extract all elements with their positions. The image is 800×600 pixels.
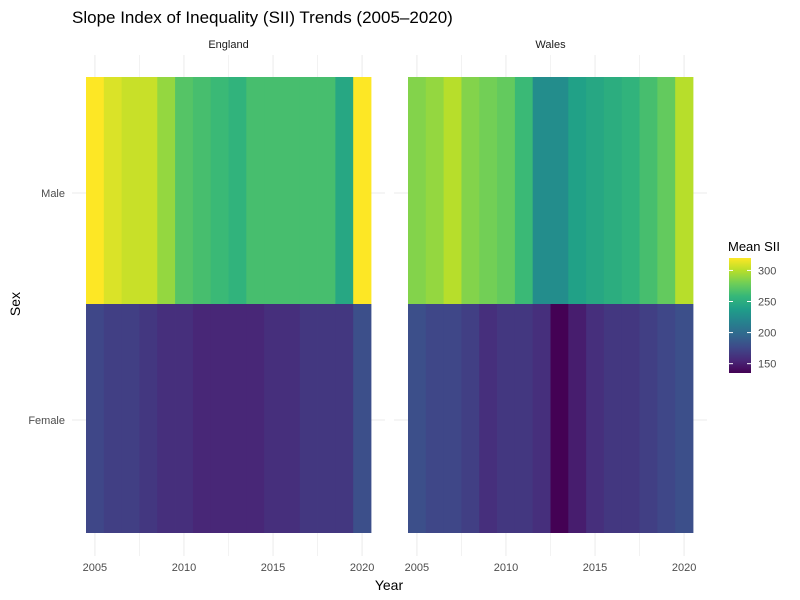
heatmap-cell-england-male-2012 (210, 77, 229, 304)
heatmap-cell-england-female-2006 (103, 304, 123, 533)
heatmap-cell-wales-male-2020 (675, 77, 694, 304)
heatmap-cell-wales-female-2015 (586, 304, 605, 533)
y-axis-ticks: Male Female (28, 188, 65, 427)
heatmap-cell-wales-male-2019 (657, 77, 676, 304)
heatmap-cell-wales-female-2014 (568, 304, 587, 533)
y-tick-label-male: Male (41, 188, 65, 200)
heatmap-cell-wales-male-2015 (586, 77, 605, 304)
heatmap-cell-wales-male-2009 (479, 77, 498, 304)
heatmap-cell-england-male-2014 (246, 77, 265, 304)
x-tick-label: 2010 (494, 562, 518, 574)
heatmap-cell-england-female-2020 (353, 304, 372, 533)
heatmap-cell-england-male-2011 (192, 77, 212, 304)
chart-title: Slope Index of Inequality (SII) Trends (… (72, 8, 453, 27)
heatmap-cell-england-male-2018 (317, 77, 336, 304)
heatmap-cell-wales-female-2006 (425, 304, 445, 533)
heatmap-cell-wales-female-2011 (514, 304, 534, 533)
heatmap-cell-england-female-2016 (281, 304, 301, 533)
x-tick-label: 2020 (672, 562, 696, 574)
x-tick-label: 2015 (583, 562, 607, 574)
heatmap-cell-england-female-2015 (264, 304, 283, 533)
heatmap-cell-england-male-2008 (139, 77, 158, 304)
heatmap-cell-wales-male-2016 (603, 77, 623, 304)
legend-tick-label: 150 (758, 359, 776, 371)
heatmap-cell-wales-male-2008 (461, 77, 480, 304)
heatmap-cell-england-female-2011 (192, 304, 212, 533)
x-axis-label: Year (375, 577, 404, 593)
heatmap-cell-wales-female-2009 (479, 304, 498, 533)
heatmap-cell-wales-female-2008 (461, 304, 480, 533)
x-tick-label: 2020 (350, 562, 374, 574)
heatmap-cell-wales-male-2010 (497, 77, 516, 304)
heatmap-cell-england-female-2014 (246, 304, 265, 533)
x-tick-label: 2015 (261, 562, 285, 574)
heatmap-cell-england-male-2016 (281, 77, 301, 304)
heatmap-cell-wales-female-2017 (621, 304, 640, 533)
heatmap-cell-wales-male-2005 (408, 77, 427, 304)
heatmap-cell-wales-male-2006 (425, 77, 445, 304)
heatmap-cell-england-female-2018 (317, 304, 336, 533)
heatmap-cell-wales-female-2013 (550, 304, 569, 533)
legend-tick-label: 200 (758, 328, 776, 340)
heatmap-cell-wales-female-2010 (497, 304, 516, 533)
heatmap-cell-wales-male-2018 (639, 77, 658, 304)
heatmap-cell-england-female-2013 (228, 304, 247, 533)
y-tick-label-female: Female (28, 415, 65, 427)
facet-label-england: England (208, 39, 248, 51)
heatmap-cell-england-female-2007 (121, 304, 140, 533)
y-axis-label: Sex (7, 292, 23, 316)
x-axis-ticks: 2005 2010 2015 2020 2005 2010 2015 2020 (83, 562, 697, 574)
legend-tick-label: 300 (758, 265, 776, 277)
heatmap-cell-wales-male-2007 (443, 77, 462, 304)
heatmap-cell-england-female-2010 (175, 304, 194, 533)
facet-panel-wales (394, 55, 707, 556)
facet-label-wales: Wales (535, 39, 566, 51)
x-tick-label: 2010 (172, 562, 196, 574)
heatmap-cell-england-female-2017 (299, 304, 318, 533)
heatmap-cell-england-female-2012 (210, 304, 229, 533)
heatmap-cell-england-male-2020 (353, 77, 372, 304)
heatmap-cell-england-male-2007 (121, 77, 140, 304)
heatmap-cell-wales-female-2020 (675, 304, 694, 533)
heatmap-cell-wales-female-2007 (443, 304, 462, 533)
facet-panel-england (72, 55, 385, 556)
heatmap-cell-england-female-2009 (157, 304, 176, 533)
heatmap-cell-wales-male-2012 (532, 77, 551, 304)
legend-title: Mean SII (728, 239, 780, 254)
heatmap-cell-england-male-2006 (103, 77, 123, 304)
heatmap-cell-england-female-2005 (86, 304, 105, 533)
heatmap-cell-wales-male-2011 (514, 77, 534, 304)
heatmap-cell-wales-male-2013 (550, 77, 569, 304)
heatmap-cell-england-male-2013 (228, 77, 247, 304)
heatmap-cell-wales-male-2017 (621, 77, 640, 304)
legend-color-bar (729, 258, 751, 373)
heatmap-cell-england-male-2010 (175, 77, 194, 304)
heatmap-cell-wales-female-2005 (408, 304, 427, 533)
heatmap-cell-wales-female-2016 (603, 304, 623, 533)
heatmap-cell-wales-female-2018 (639, 304, 658, 533)
heatmap-cell-wales-female-2012 (532, 304, 551, 533)
x-tick-label: 2005 (405, 562, 429, 574)
heatmap-cell-wales-male-2014 (568, 77, 587, 304)
x-tick-label: 2005 (83, 562, 107, 574)
heatmap-cell-wales-female-2019 (657, 304, 676, 533)
legend-ticks: 150 200 250 300 (729, 265, 776, 371)
legend: Mean SII 150 200 250 300 (728, 239, 780, 373)
heatmap-cell-england-male-2015 (264, 77, 283, 304)
heatmap-cell-england-female-2019 (335, 304, 354, 533)
legend-tick-label: 250 (758, 297, 776, 309)
heatmap-cell-england-male-2017 (299, 77, 318, 304)
heatmap-cell-england-female-2008 (139, 304, 158, 533)
heatmap-cell-england-male-2019 (335, 77, 354, 304)
heatmap-cell-england-male-2009 (157, 77, 176, 304)
heatmap-cell-england-male-2005 (86, 77, 105, 304)
